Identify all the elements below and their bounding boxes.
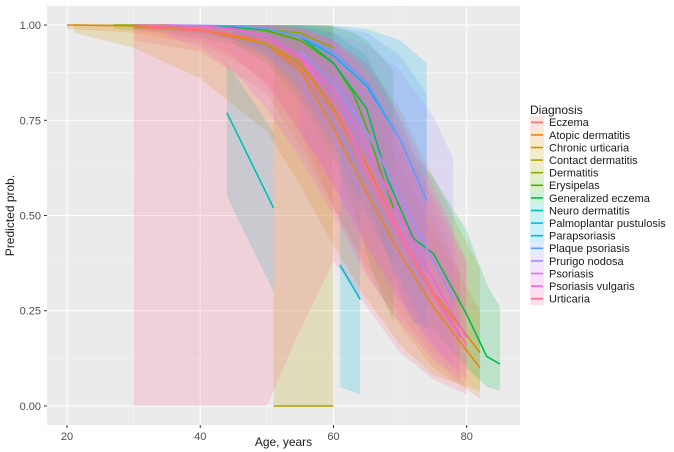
axes: 20 40 60 80 0.00 0.25 0.50 0.75 1.00	[20, 20, 473, 443]
x-tick-label: 80	[461, 431, 473, 443]
line-erysipelas	[233, 26, 395, 209]
band-eczema	[133, 25, 460, 380]
series-lines	[66, 24, 501, 407]
legend-label: Urticaria	[549, 294, 591, 306]
band-palmoplantar-pustulosis	[340, 82, 361, 395]
legend-label: Psoriasis	[549, 268, 594, 280]
band-generalized-eczema	[133, 25, 500, 391]
x-axis-title: Age, years	[255, 435, 312, 449]
line-urticaria	[133, 24, 468, 346]
y-axis-title: Predicted prob.	[3, 175, 17, 256]
legend-label: Neuro dermatitis	[549, 205, 630, 217]
legend-label: Generalized eczema	[549, 193, 651, 205]
y-tick-label: 0.00	[20, 401, 41, 413]
line-psoriasis-vulgaris	[133, 24, 468, 338]
legend-label: Prurigo nodosa	[549, 256, 624, 268]
x-tick-label: 40	[194, 431, 206, 443]
legend-label: Contact dermatitis	[549, 155, 638, 167]
band-contact-dermatitis	[273, 25, 334, 406]
band-plaque-psoriasis	[166, 25, 427, 292]
legend-label: Erysipelas	[549, 180, 600, 192]
legend-label: Dermatitis	[549, 168, 599, 180]
legend-label: Chronic urticaria	[549, 142, 630, 154]
legend-title: Diagnosis	[530, 103, 583, 117]
y-tick-label: 1.00	[20, 20, 41, 32]
band-erysipelas	[233, 25, 394, 323]
band-neuro-dermatitis	[226, 63, 274, 292]
line-prurigo-nodosa	[299, 51, 455, 300]
legend-label: Plaque psoriasis	[549, 243, 630, 255]
line-plaque-psoriasis	[166, 24, 428, 201]
y-tick-label: 0.75	[20, 115, 41, 127]
legend-label: Palmoplantar pustulosis	[549, 218, 666, 230]
y-tick-label: 0.25	[20, 306, 41, 318]
x-tick-label: 60	[327, 431, 339, 443]
y-tick-label: 0.50	[20, 211, 41, 223]
line-palmoplantar-pustulosis	[339, 264, 361, 300]
band-chronic-urticaria	[73, 25, 480, 391]
band-urticaria	[133, 25, 467, 406]
legend-label: Psoriasis vulgaris	[549, 281, 635, 293]
line-eczema	[133, 26, 461, 338]
legend-label: Atopic dermatitis	[549, 130, 631, 142]
line-neuro-dermatitis	[226, 112, 275, 209]
x-tick-label: 20	[61, 431, 73, 443]
legend-label: Eczema	[549, 117, 590, 129]
band-psoriasis	[166, 25, 460, 384]
legend-label: Parapsoriasis	[549, 231, 616, 243]
